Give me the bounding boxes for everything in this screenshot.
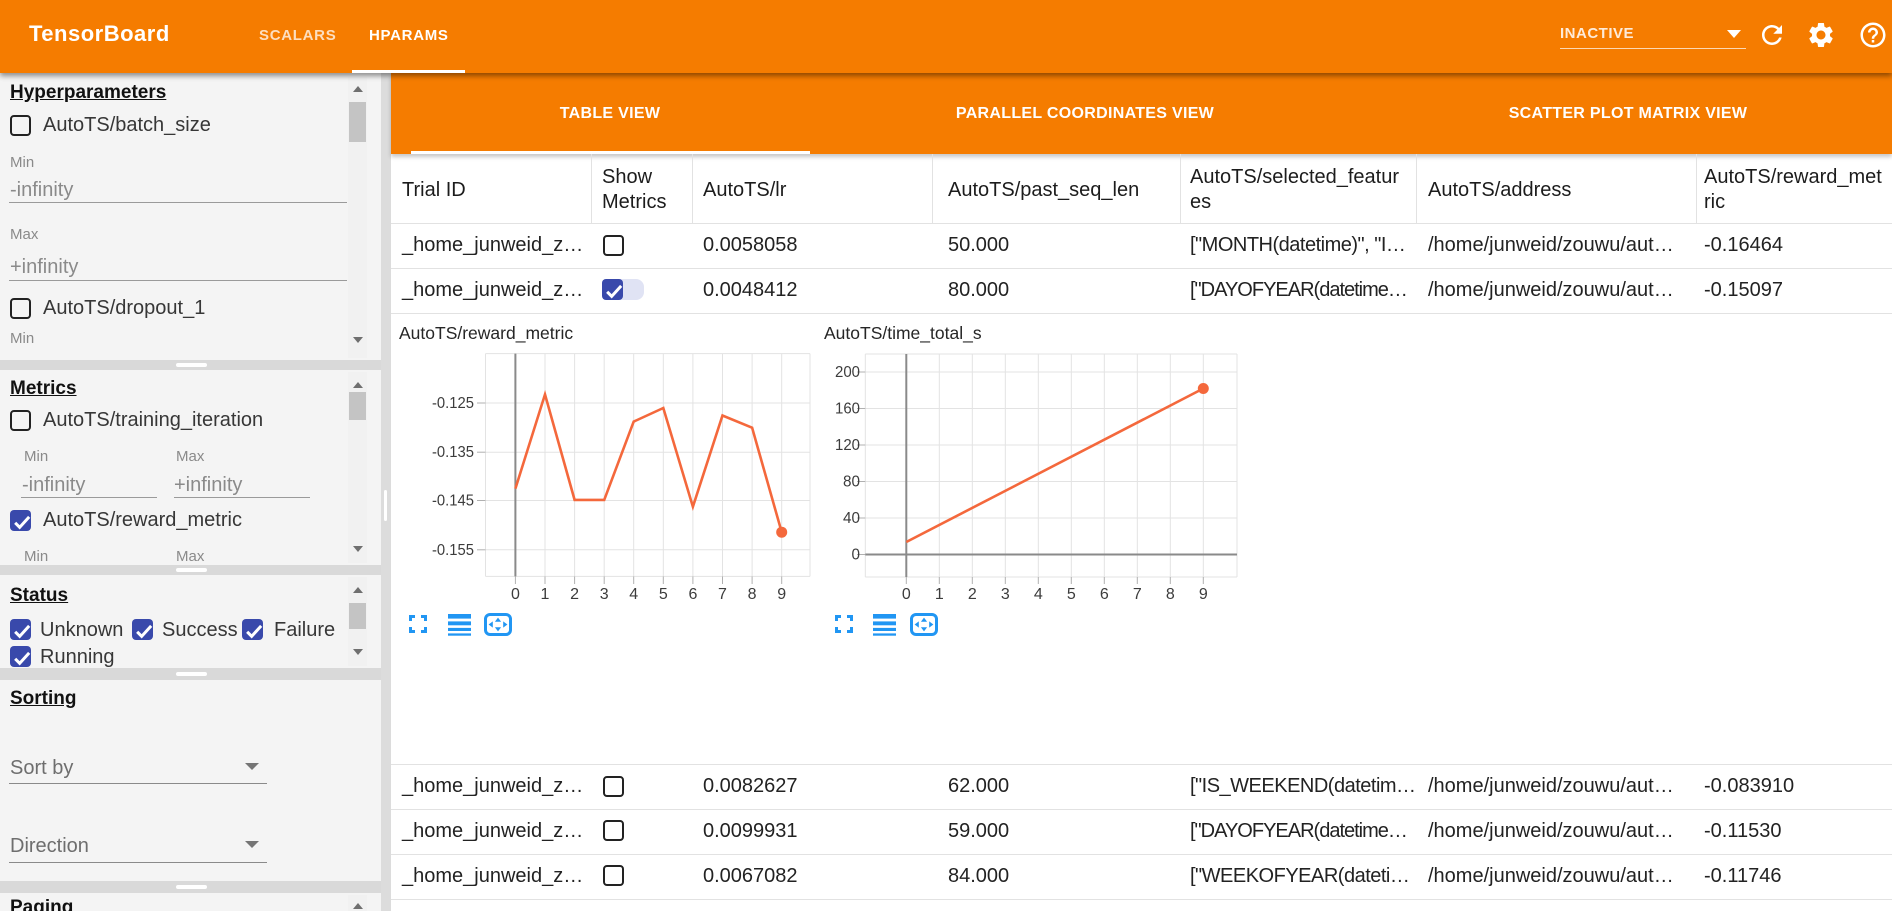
svg-text:200: 200 xyxy=(835,364,860,381)
svg-text:0: 0 xyxy=(852,547,861,564)
svg-text:0: 0 xyxy=(902,586,911,603)
svg-text:2: 2 xyxy=(968,586,977,603)
svg-text:8: 8 xyxy=(1166,586,1175,603)
svg-text:4: 4 xyxy=(629,586,638,603)
svg-text:4: 4 xyxy=(1034,586,1043,603)
svg-text:2: 2 xyxy=(570,586,579,603)
svg-text:8: 8 xyxy=(748,586,757,603)
svg-text:5: 5 xyxy=(659,586,668,603)
svg-text:5: 5 xyxy=(1067,586,1076,603)
svg-text:80: 80 xyxy=(843,474,860,491)
svg-text:0: 0 xyxy=(511,586,520,603)
svg-text:120: 120 xyxy=(835,437,860,454)
svg-text:160: 160 xyxy=(835,401,860,418)
svg-text:3: 3 xyxy=(600,586,609,603)
svg-text:1: 1 xyxy=(541,586,550,603)
svg-text:1: 1 xyxy=(935,586,944,603)
svg-text:3: 3 xyxy=(1001,586,1010,603)
svg-text:-0.125: -0.125 xyxy=(432,395,474,412)
svg-text:-0.135: -0.135 xyxy=(432,444,474,461)
svg-text:6: 6 xyxy=(1100,586,1109,603)
svg-text:9: 9 xyxy=(777,586,786,603)
svg-text:7: 7 xyxy=(718,586,727,603)
svg-text:7: 7 xyxy=(1133,586,1142,603)
svg-text:6: 6 xyxy=(688,586,697,603)
svg-text:40: 40 xyxy=(843,510,860,527)
svg-text:9: 9 xyxy=(1199,586,1208,603)
svg-text:-0.155: -0.155 xyxy=(432,542,474,559)
svg-text:-0.145: -0.145 xyxy=(432,493,474,510)
